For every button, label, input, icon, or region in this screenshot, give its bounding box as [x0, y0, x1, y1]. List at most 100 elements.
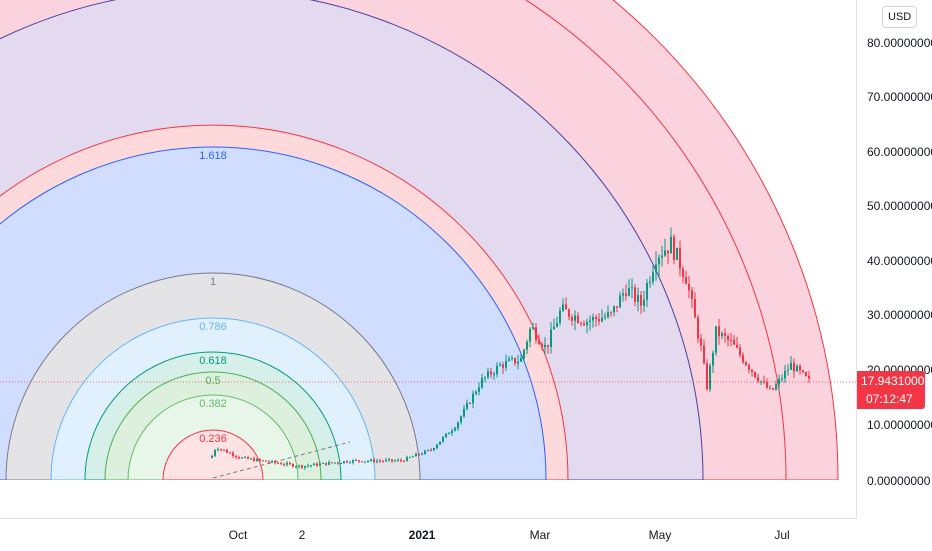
candle-body — [352, 460, 354, 463]
candle-body — [487, 371, 489, 378]
fib-speed-arcs-chart[interactable]: 0.236 0.382 0.5 0.618 0.786 1 1.618 — [0, 0, 856, 480]
candle-body — [268, 461, 270, 463]
candle-body — [775, 384, 777, 390]
candle-body — [274, 460, 276, 463]
candle-body — [787, 369, 789, 371]
candle-body — [598, 319, 600, 322]
candle-body — [319, 463, 321, 466]
candle-body — [277, 462, 279, 464]
chart-bottom-margin — [0, 480, 856, 518]
currency-button[interactable]: USD — [882, 6, 918, 28]
candle-body — [511, 357, 513, 359]
candle-body — [469, 403, 471, 405]
candle-body — [592, 317, 594, 321]
candle-body — [397, 460, 399, 462]
candle-body — [448, 433, 450, 435]
candle-body — [400, 460, 402, 462]
candle-body — [718, 326, 720, 337]
candle-body — [508, 358, 510, 361]
candle-body — [790, 362, 792, 370]
time-axis[interactable]: Oct 2 2021 Mar May Jul — [0, 518, 856, 551]
candle-body — [265, 460, 267, 462]
fib-level-label: 1 — [210, 276, 216, 288]
candle-body — [325, 462, 327, 465]
candle-body — [628, 288, 630, 296]
candle-body — [772, 388, 774, 390]
candle-body — [451, 430, 453, 434]
candle-body — [583, 323, 585, 326]
candle-body — [337, 462, 339, 464]
candle-body — [517, 361, 519, 364]
candle-body — [610, 312, 612, 314]
candle-body — [406, 457, 408, 462]
candle-body — [370, 459, 372, 461]
candle-body — [754, 371, 756, 378]
candle-body — [748, 365, 750, 370]
candle-body — [367, 460, 369, 462]
candle-body — [697, 317, 699, 339]
price-tick: 40.00000000 — [867, 254, 932, 268]
price-tick: 50.00000000 — [867, 199, 932, 213]
candle-body — [214, 450, 216, 456]
candle-body — [643, 299, 645, 306]
candle-body — [349, 462, 351, 464]
candle-body — [778, 378, 780, 385]
candle-body — [712, 352, 714, 366]
candle-body — [604, 316, 606, 318]
candle-body — [676, 247, 678, 260]
bar-countdown: 07:12:47 — [866, 392, 913, 406]
candle-body — [721, 333, 723, 337]
candle-body — [427, 449, 429, 451]
candle-body — [388, 459, 390, 461]
candle-body — [394, 460, 396, 462]
candle-body — [667, 250, 669, 254]
candle-body — [457, 422, 459, 429]
price-axis[interactable]: 80.00000000 70.00000000 60.00000000 50.0… — [856, 0, 932, 518]
candle-body — [421, 453, 423, 455]
candle-body — [238, 457, 240, 459]
price-tick: 10.00000000 — [867, 418, 932, 432]
candle-body — [289, 462, 291, 465]
candle-body — [478, 387, 480, 392]
candle-body — [730, 339, 732, 341]
candle-body — [766, 381, 768, 388]
candle-body — [685, 277, 687, 284]
candle-body — [424, 450, 426, 454]
chart-pane[interactable]: 0.236 0.382 0.5 0.618 0.786 1 1.618 — [0, 0, 856, 480]
candle-body — [724, 333, 726, 336]
price-tick: 60.00000000 — [867, 145, 932, 159]
candle-body — [523, 349, 525, 359]
candle-body — [805, 372, 807, 376]
candle-body — [709, 365, 711, 390]
candle-body — [280, 463, 282, 465]
candle-body — [670, 236, 672, 254]
candle-body — [301, 465, 303, 468]
candle-body — [715, 326, 717, 353]
candle-body — [757, 377, 759, 382]
fib-level-label: 0.382 — [199, 398, 227, 410]
candle-body — [433, 448, 435, 451]
candle-body — [706, 363, 708, 390]
candle-body — [439, 441, 441, 445]
candle-body — [559, 310, 561, 323]
candle-body — [361, 461, 363, 463]
price-tick: 70.00000000 — [867, 90, 932, 104]
current-price-value: 17.94310000 — [861, 374, 932, 388]
candle-body — [223, 449, 225, 451]
candle-body — [691, 290, 693, 299]
candle-body — [682, 268, 684, 278]
price-tick: 0.00000000 — [867, 474, 931, 488]
candle-body — [700, 338, 702, 346]
candle-body — [769, 387, 771, 389]
time-tick: Mar — [529, 528, 551, 542]
candle-body — [784, 370, 786, 379]
candle-body — [340, 463, 342, 465]
candle-body — [454, 428, 456, 431]
candle-body — [703, 345, 705, 364]
candle-body — [547, 344, 549, 348]
candle-body — [586, 321, 588, 326]
candle-body — [736, 344, 738, 348]
time-tick: 2021 — [408, 528, 436, 542]
candle-body — [652, 272, 654, 282]
fib-level-label: 0.5 — [205, 375, 220, 387]
